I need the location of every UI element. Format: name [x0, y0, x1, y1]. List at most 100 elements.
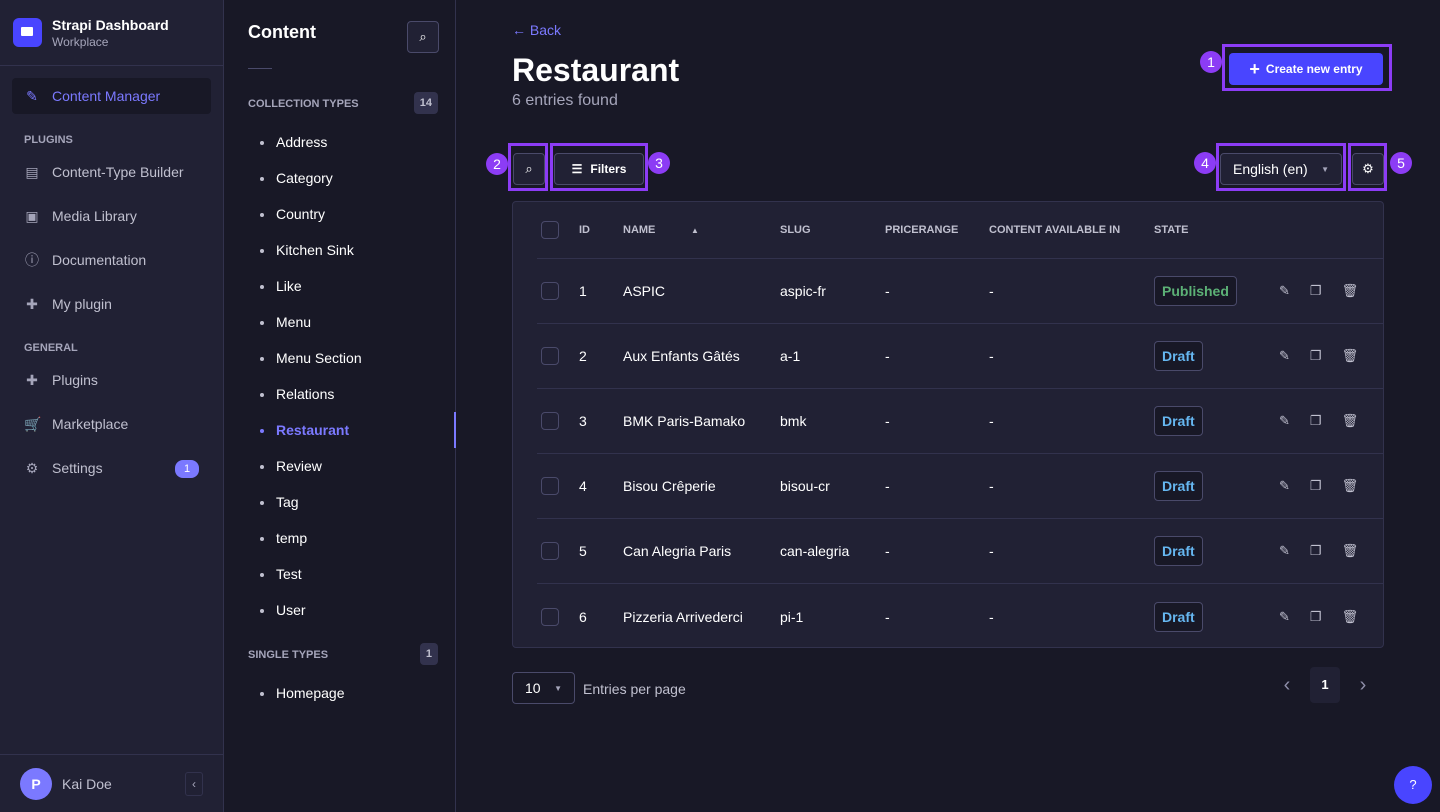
row-checkbox[interactable] — [541, 607, 559, 626]
subnav-item-temp[interactable]: temp — [260, 520, 362, 556]
nav-item-content-manager[interactable]: ✎ Content Manager — [12, 78, 211, 114]
table-row[interactable]: 3 BMK Paris-Bamako bmk - - Draft ✎ ❐ 🗑 — [537, 389, 1383, 454]
cell-slug: pi-1 — [780, 608, 804, 625]
search-icon: ⌕ — [525, 161, 533, 176]
nav-label: Plugins — [52, 372, 98, 388]
table-row[interactable]: 6 Pizzeria Arrivederci pi-1 - - Draft ✎ ❐ 🗑 — [537, 584, 1383, 649]
subnav-item-category[interactable]: Category — [260, 160, 362, 196]
gear-icon: ⚙ — [25, 460, 39, 476]
subnav-item-user[interactable]: User — [260, 592, 362, 628]
row-checkbox[interactable] — [541, 412, 559, 430]
cell-avail: - — [989, 608, 994, 625]
subnav-item-tag[interactable]: Tag — [260, 484, 362, 520]
entries-per-page-label: Entries per page — [583, 681, 686, 697]
row-checkbox[interactable] — [541, 282, 559, 300]
cell-avail: - — [989, 413, 994, 429]
feather-icon: ✎ — [26, 88, 38, 104]
nav-item-marketplace[interactable]: 🛒 Marketplace — [12, 406, 211, 442]
single-count: 1 — [419, 643, 438, 665]
table-row[interactable]: 4 Bisou Crêperie bisou-cr - - Draft ✎ ❐ 🗑 — [537, 454, 1383, 519]
subnav-item-like[interactable]: Like — [260, 268, 362, 304]
trash-icon[interactable]: 🗑 — [1341, 543, 1359, 558]
subnav-item-kitchen-sink[interactable]: Kitchen Sink — [260, 232, 362, 268]
row-checkbox[interactable] — [541, 542, 559, 560]
duplicate-icon[interactable]: ❐ — [1309, 478, 1322, 493]
create-new-entry-button[interactable]: + Create new entry — [1229, 53, 1383, 85]
page-1-button[interactable]: 1 — [1310, 667, 1340, 703]
row-checkbox[interactable] — [541, 477, 559, 495]
column-header: STATE — [1154, 224, 1189, 236]
nav-item-media-library[interactable]: ▣ Media Library — [12, 198, 211, 234]
column-header[interactable]: NAME — [623, 224, 656, 236]
nav-item-settings[interactable]: ⚙ Settings 1 — [12, 450, 211, 486]
subnav-item-relations[interactable]: Relations — [260, 376, 362, 412]
back-link[interactable]: ← Back — [512, 22, 562, 38]
info-icon: ⓘ — [25, 252, 39, 268]
column-header[interactable]: SLUG — [780, 224, 811, 236]
user-menu[interactable]: P Kai Doe ‹ — [0, 754, 223, 812]
settings-button[interactable]: ⚙ — [1352, 153, 1384, 185]
annotation-number: 4 — [1194, 152, 1216, 174]
subnav-item-country[interactable]: Country — [260, 196, 362, 232]
nav-item-plugins[interactable]: ✚ Plugins — [12, 362, 211, 398]
status-badge: Draft — [1154, 406, 1203, 436]
edit-icon[interactable]: ✎ — [1279, 413, 1290, 428]
table-row[interactable]: 1 ASPIC aspic-fr - - Published ✎ ❐ 🗑 — [537, 259, 1383, 324]
cell-slug: aspic-fr — [780, 283, 826, 299]
subnav-title: Content — [248, 22, 316, 42]
cell-slug: can-alegria — [780, 543, 850, 559]
next-page-button[interactable]: › — [1359, 674, 1367, 696]
subnav-item-address[interactable]: Address — [260, 124, 362, 160]
edit-icon[interactable]: ✎ — [1279, 608, 1290, 624]
subnav-search-button[interactable]: ⌕ — [407, 21, 439, 53]
trash-icon[interactable]: 🗑 — [1341, 478, 1359, 493]
trash-icon[interactable]: 🗑 — [1341, 348, 1359, 363]
main-nav: Strapi Dashboard Workplace ✎ Content Manag… — [0, 0, 224, 812]
subnav-item-test[interactable]: Test — [260, 556, 362, 592]
trash-icon[interactable]: 🗑 — [1341, 283, 1359, 298]
duplicate-icon[interactable]: ❐ — [1309, 283, 1322, 298]
help-button[interactable]: ? — [1394, 766, 1432, 804]
cell-slug: bmk — [780, 413, 807, 429]
prev-page-button[interactable]: ‹ — [1283, 674, 1291, 696]
trash-icon[interactable]: 🗑 — [1341, 608, 1359, 624]
annotation-box-3 — [550, 143, 648, 191]
search-button[interactable]: ⌕ — [513, 153, 545, 185]
edit-icon[interactable]: ✎ — [1279, 283, 1290, 298]
duplicate-icon[interactable]: ❐ — [1309, 543, 1322, 558]
duplicate-icon[interactable]: ❐ — [1309, 608, 1322, 624]
subnav-item-review[interactable]: Review — [260, 448, 362, 484]
row-checkbox[interactable] — [541, 347, 559, 365]
nav-item-my-plugin[interactable]: ✚ My plugin — [12, 286, 211, 322]
page-size-select[interactable]: 10 ▼ — [512, 672, 575, 704]
table-row[interactable]: 5 Can Alegria Paris can-alegria - - Draft ✎ ❐ 🗑 — [537, 519, 1383, 584]
avatar: P — [20, 767, 52, 800]
duplicate-icon[interactable]: ❐ — [1309, 413, 1322, 428]
filters-button[interactable]: ☰ Filters — [554, 153, 644, 185]
subnav-item-restaurant[interactable]: Restaurant — [260, 412, 362, 448]
table-row[interactable]: 2 Aux Enfants Gâtés a-1 - - Draft ✎ ❐ 🗑 — [537, 324, 1383, 389]
nav-label: My plugin — [52, 296, 112, 312]
locale-select[interactable]: English (en) ▼ — [1220, 153, 1342, 185]
select-all-checkbox[interactable] — [541, 221, 559, 239]
nav-item-content-type-builder[interactable]: ▤ Content-Type Builder — [12, 154, 211, 190]
cell-name: Pizzeria Arrivederci — [623, 608, 743, 625]
subnav-item-menu[interactable]: Menu — [260, 304, 362, 340]
column-header[interactable]: ID — [579, 224, 590, 236]
subnav-item-homepage[interactable]: Homepage — [260, 675, 345, 711]
section-plugins: PLUGINS — [24, 134, 73, 146]
collapse-nav-button[interactable]: ‹ — [185, 771, 203, 796]
cell-avail: - — [989, 283, 994, 299]
edit-icon[interactable]: ✎ — [1279, 478, 1290, 493]
duplicate-icon[interactable]: ❐ — [1309, 348, 1322, 363]
filter-icon: ☰ — [571, 162, 583, 176]
edit-icon[interactable]: ✎ — [1279, 348, 1290, 363]
trash-icon[interactable]: 🗑 — [1341, 413, 1359, 428]
cart-icon: 🛒 — [24, 416, 42, 432]
row-actions: ✎ ❐ 🗑 — [1279, 413, 1358, 429]
subnav-item-menu-section[interactable]: Menu Section — [260, 340, 362, 376]
edit-icon[interactable]: ✎ — [1279, 543, 1290, 558]
annotation-number: 2 — [486, 153, 508, 175]
sort-asc-icon[interactable]: ▲ — [691, 225, 699, 235]
nav-item-documentation[interactable]: ⓘ Documentation — [12, 242, 211, 278]
